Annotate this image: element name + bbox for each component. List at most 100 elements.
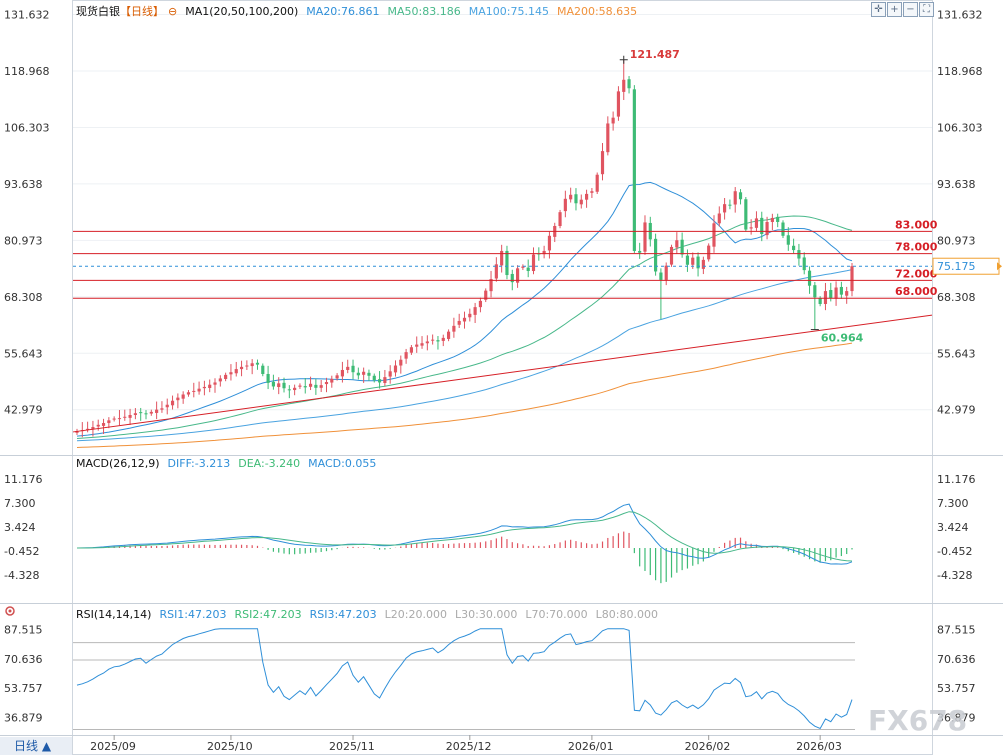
candle-body — [547, 235, 552, 251]
candle-body — [261, 365, 265, 374]
period-button[interactable]: 日线 ▲ — [14, 739, 52, 753]
y-tick-label-left: 68.308 — [4, 291, 43, 304]
candle-body — [202, 386, 206, 389]
rsi-settings-icon[interactable] — [5, 606, 15, 616]
high-marker — [619, 55, 628, 64]
candle-body — [239, 366, 244, 370]
macd-label[interactable]: MACD(26,12,9) — [76, 457, 160, 470]
candle-body — [245, 365, 249, 367]
candle-body — [494, 264, 498, 279]
trendline — [72, 314, 933, 433]
ma200-value: MA200:58.635 — [556, 5, 638, 18]
y-tick-label-right: 42.979 — [937, 404, 976, 417]
candle-body — [388, 371, 392, 377]
candle-body — [277, 383, 281, 388]
zoom-out-icon[interactable]: − — [903, 2, 918, 17]
candle-body — [478, 300, 483, 308]
candle-body — [616, 91, 621, 117]
candle-body — [595, 174, 599, 192]
macd-y-tick-right: 7.300 — [937, 497, 969, 510]
candle-body — [526, 267, 530, 272]
candle-body — [160, 408, 164, 410]
candle-body — [308, 383, 313, 387]
x-tick-label: 2026/03 — [796, 740, 842, 753]
rsi-l20: L20:20.000 — [384, 608, 447, 621]
candle-body — [823, 291, 828, 305]
macd-y-tick-left: -4.328 — [4, 569, 39, 582]
candle-body — [266, 373, 270, 383]
candle-body — [91, 427, 95, 430]
macd-y-tick-left: -0.452 — [4, 545, 39, 558]
candle-body — [574, 194, 578, 204]
ma20-value: MA20:76.861 — [306, 5, 380, 18]
candle-body — [765, 221, 769, 236]
y-tick-label-right: 55.643 — [937, 347, 976, 360]
y-tick-label-left: 131.632 — [4, 9, 50, 22]
candle-body — [409, 347, 413, 353]
instrument-name[interactable]: 现货白银 — [76, 5, 120, 18]
candle-body — [754, 218, 759, 228]
level-label: 72.000 — [895, 267, 938, 280]
rsi-l80: L80:80.000 — [595, 608, 658, 621]
macd-y-tick-right: -0.452 — [937, 545, 972, 558]
candle-body — [807, 270, 812, 286]
candle-body — [781, 222, 785, 236]
y-tick-label-right: 131.632 — [937, 9, 983, 22]
ma-settings-label[interactable]: MA1(20,50,100,200) — [185, 5, 299, 18]
candle-body — [627, 79, 631, 89]
candle-body — [691, 257, 695, 265]
candle-body — [229, 372, 233, 375]
macd-legend: MACD(26,12,9) DIFF:-3.213 DEA:-3.240 MACD:0… — [76, 457, 384, 470]
candle-body — [176, 397, 180, 401]
eye-icon[interactable]: ⊖ — [168, 5, 178, 18]
candle-body — [250, 363, 254, 367]
candle-body — [457, 320, 461, 325]
x-tick-label: 2025/10 — [207, 740, 253, 753]
macd-y-tick-left: 7.300 — [4, 497, 36, 510]
candle-body — [420, 343, 424, 346]
zoom-in-icon[interactable]: + — [887, 2, 902, 17]
candle-body — [117, 418, 122, 420]
candle-body — [500, 250, 504, 266]
fullscreen-icon[interactable]: ⛶ — [919, 2, 934, 17]
candle-body — [399, 359, 403, 366]
candle-body — [303, 386, 307, 388]
candle-body — [839, 286, 843, 295]
x-tick-label: 2026/01 — [568, 740, 614, 753]
candle-body — [298, 385, 302, 387]
rsi1-value: RSI1:47.203 — [159, 608, 227, 621]
candle-body — [330, 378, 334, 383]
rsi2-value: RSI2:47.203 — [234, 608, 302, 621]
candle-body — [441, 337, 445, 341]
candle-body — [786, 235, 790, 245]
crosshair-icon[interactable]: ✛ — [871, 2, 886, 17]
y-tick-label-right: 80.973 — [937, 234, 976, 247]
candle-body — [563, 198, 567, 212]
candle-body — [218, 378, 222, 382]
candle-body — [510, 273, 514, 283]
candle-body — [654, 238, 658, 272]
candle-body — [701, 259, 705, 269]
level-label: 83.000 — [895, 218, 938, 231]
macd-hist: MACD:0.055 — [308, 457, 377, 470]
candle-body — [531, 254, 536, 272]
macd-diff-line — [76, 503, 853, 565]
y-tick-label-right: 93.638 — [937, 178, 976, 191]
rsi-y-tick-left: 36.879 — [4, 712, 43, 725]
candle-body — [462, 317, 467, 322]
y-tick-label-left: 93.638 — [4, 178, 43, 191]
candle-body — [675, 240, 679, 248]
candle-body — [319, 385, 323, 388]
candle-body — [149, 411, 153, 414]
candle-body — [776, 216, 780, 222]
candle-body — [669, 246, 674, 265]
candle-body — [367, 372, 371, 376]
period-label[interactable]: 【日线】 — [120, 5, 164, 18]
candle-body — [393, 365, 398, 373]
ma100-value: MA100:75.145 — [468, 5, 549, 18]
candle-body — [723, 204, 727, 213]
candle-body — [558, 212, 562, 226]
candle-body — [340, 369, 344, 377]
rsi-label[interactable]: RSI(14,14,14) — [76, 608, 152, 621]
